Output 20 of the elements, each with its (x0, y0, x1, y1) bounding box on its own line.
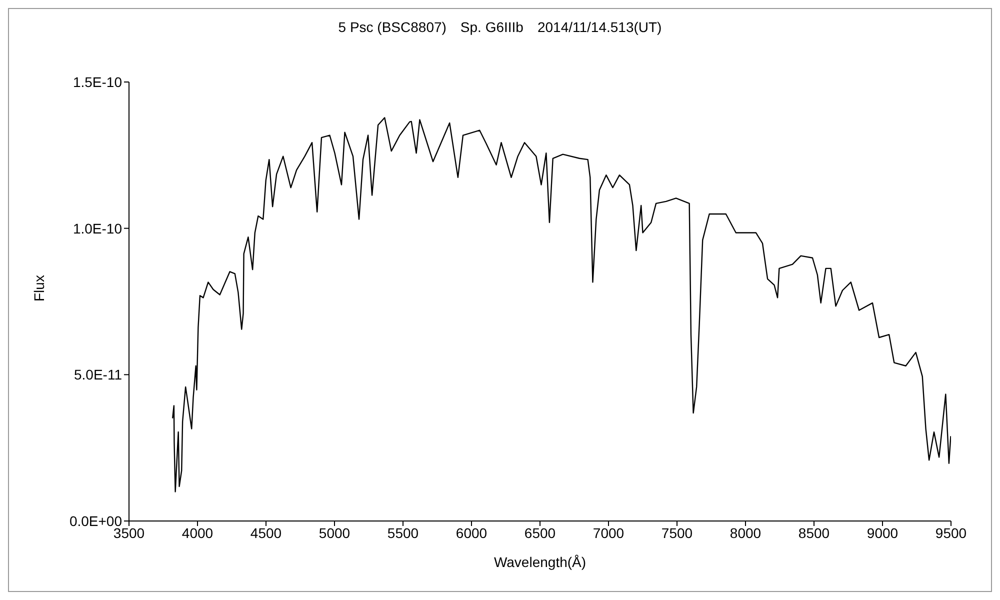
x-tick-label: 6000 (456, 524, 488, 541)
line-series (172, 117, 951, 492)
x-tick-label: 4000 (182, 524, 214, 541)
x-tick-label: 5000 (318, 524, 350, 541)
x-tick-label: 9000 (866, 524, 898, 541)
y-tick-label: 1.0E-10 (72, 220, 122, 236)
y-tick-label: 0.0E+00 (69, 512, 122, 529)
x-tick-label: 7000 (592, 524, 624, 541)
x-tick-label: 7500 (661, 524, 693, 541)
x-tick-label: 4500 (250, 524, 282, 541)
x-tick-label: 9500 (935, 524, 967, 541)
y-tick-label: 1.5E-10 (72, 74, 122, 90)
x-tick-label: 8000 (730, 524, 762, 541)
chart-title: 5 Psc (BSC8807) Sp. G6IIIb 2014/11/14.513(UT) (337, 19, 663, 37)
x-tick-label: 6500 (524, 524, 556, 541)
x-tick-label: 5500 (387, 524, 419, 541)
x-tick-label: 8500 (798, 524, 830, 541)
x-axis-title: Wavelength(Å) (494, 554, 586, 570)
y-tick-label: 5.0E-11 (74, 366, 122, 383)
y-axis-title: Flux (30, 275, 47, 302)
